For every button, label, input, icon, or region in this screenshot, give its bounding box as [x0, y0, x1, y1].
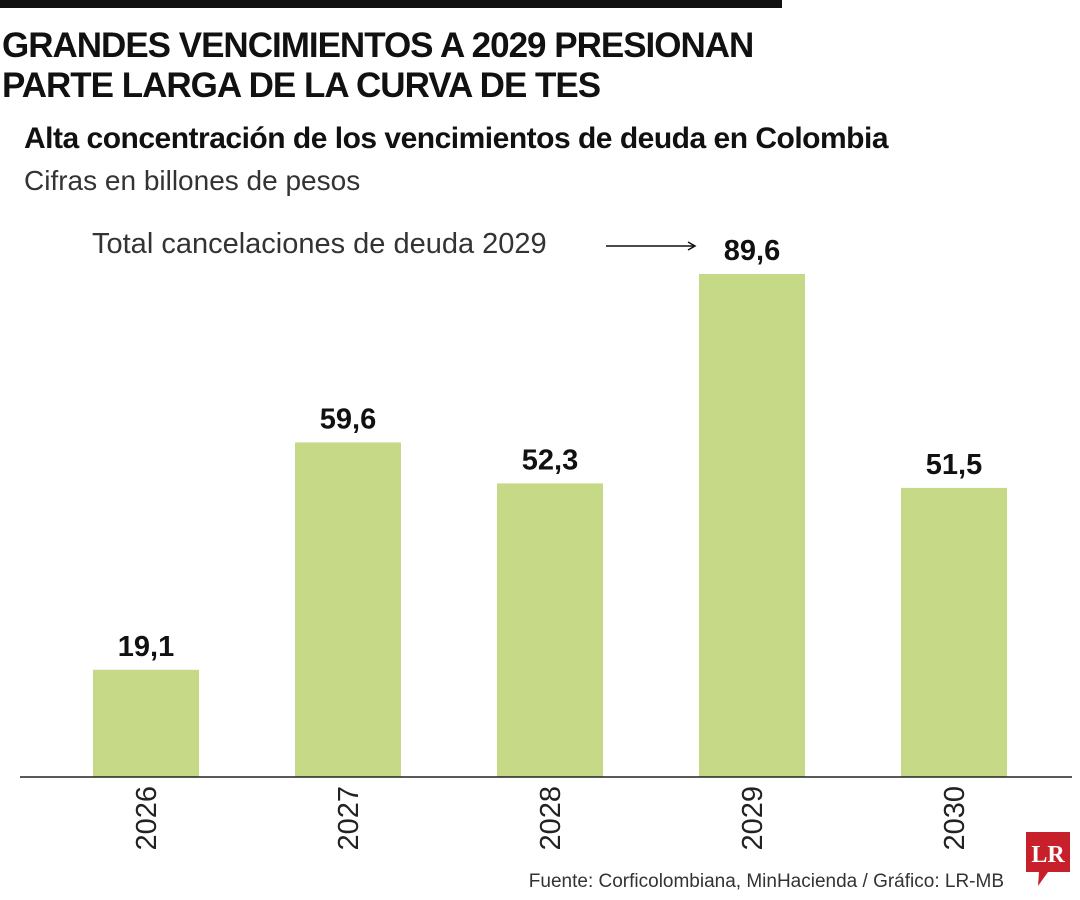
annotation-text: Total cancelaciones de deuda 2029	[92, 228, 547, 260]
value-label-2026: 19,1	[118, 631, 174, 663]
value-label-2030: 51,5	[926, 449, 982, 481]
bar-2027	[295, 442, 401, 777]
value-label-2028: 52,3	[522, 444, 578, 476]
x-tick-label-2027: 2027	[333, 786, 365, 851]
value-label-2029: 89,6	[724, 235, 780, 267]
svg-text:LR: LR	[1031, 842, 1065, 868]
x-tick-label-2030: 2030	[939, 786, 971, 851]
bar-2028	[497, 483, 603, 777]
bar-2026	[93, 669, 199, 777]
chart-title: Alta concentración de los vencimientos d…	[24, 122, 889, 155]
top-rule	[0, 0, 782, 8]
bar-2029	[699, 274, 805, 777]
source-note: Fuente: Corficolombiana, MinHacienda / G…	[528, 871, 1004, 892]
headline: GRANDES VENCIMIENTOS A 2029 PRESIONAN PA…	[2, 26, 754, 106]
x-tick-label-2029: 2029	[737, 786, 769, 851]
headline-line-1: GRANDES VENCIMIENTOS A 2029 PRESIONAN	[2, 26, 754, 65]
headline-line-2: PARTE LARGA DE LA CURVA DE TES	[2, 66, 601, 105]
x-tick-label-2028: 2028	[535, 786, 567, 851]
arrow-right-icon	[606, 241, 697, 251]
x-tick-label-2026: 2026	[131, 786, 163, 851]
value-label-2027: 59,6	[320, 403, 376, 435]
chart-subtitle: Cifras en billones de pesos	[24, 165, 361, 196]
lr-logo: LR	[1026, 832, 1070, 886]
bar-2030	[901, 487, 1007, 777]
